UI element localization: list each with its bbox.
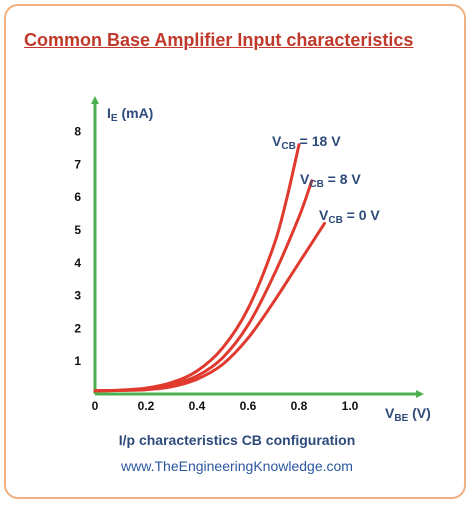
y-tick-label: 1 <box>74 354 81 368</box>
x-tick-label: 0.6 <box>240 399 257 413</box>
y-tick-label: 5 <box>74 223 81 237</box>
series-label-2: VCB = 8 V <box>300 171 361 190</box>
x-tick-label: 1.0 <box>342 399 359 413</box>
chart-caption: I/p characteristics CB configuration <box>118 432 356 448</box>
chart-title: Common Base Amplifier Input characterist… <box>24 30 414 50</box>
x-tick-label: 0.8 <box>291 399 308 413</box>
curve-series-2 <box>93 179 314 393</box>
y-tick-label: 7 <box>74 157 81 171</box>
y-tick-label: 4 <box>74 256 81 270</box>
website-url: www.TheEngineeringKnowledge.com <box>121 458 353 474</box>
series-labels: VCB = 18 V VCB = 8 V VCB = 0 V <box>272 133 380 226</box>
series-label-1: VCB = 18 V <box>272 133 341 152</box>
series-label-3: VCB = 0 V <box>319 207 380 226</box>
y-tick-label: 6 <box>74 190 81 204</box>
curve-series-1 <box>93 143 301 393</box>
y-axis-label: IE (mA) <box>107 105 153 124</box>
x-tick-label: 0.2 <box>138 399 155 413</box>
y-tick-label: 3 <box>74 289 81 303</box>
curve-series-3 <box>93 221 326 393</box>
tick-labels: 0 0.2 0.4 0.6 0.8 1.0 1 2 3 4 5 6 7 8 IE (mA) VBE (V) <box>74 105 431 424</box>
x-axis-label: VBE (V) <box>385 405 431 424</box>
y-tick-label: 2 <box>74 321 81 335</box>
y-tick-label: 8 <box>74 125 81 139</box>
border-frame <box>4 4 466 499</box>
curves <box>93 143 326 393</box>
axes <box>91 96 424 398</box>
x-tick-label: 0 <box>92 399 99 413</box>
x-tick-label: 0.4 <box>189 399 206 413</box>
